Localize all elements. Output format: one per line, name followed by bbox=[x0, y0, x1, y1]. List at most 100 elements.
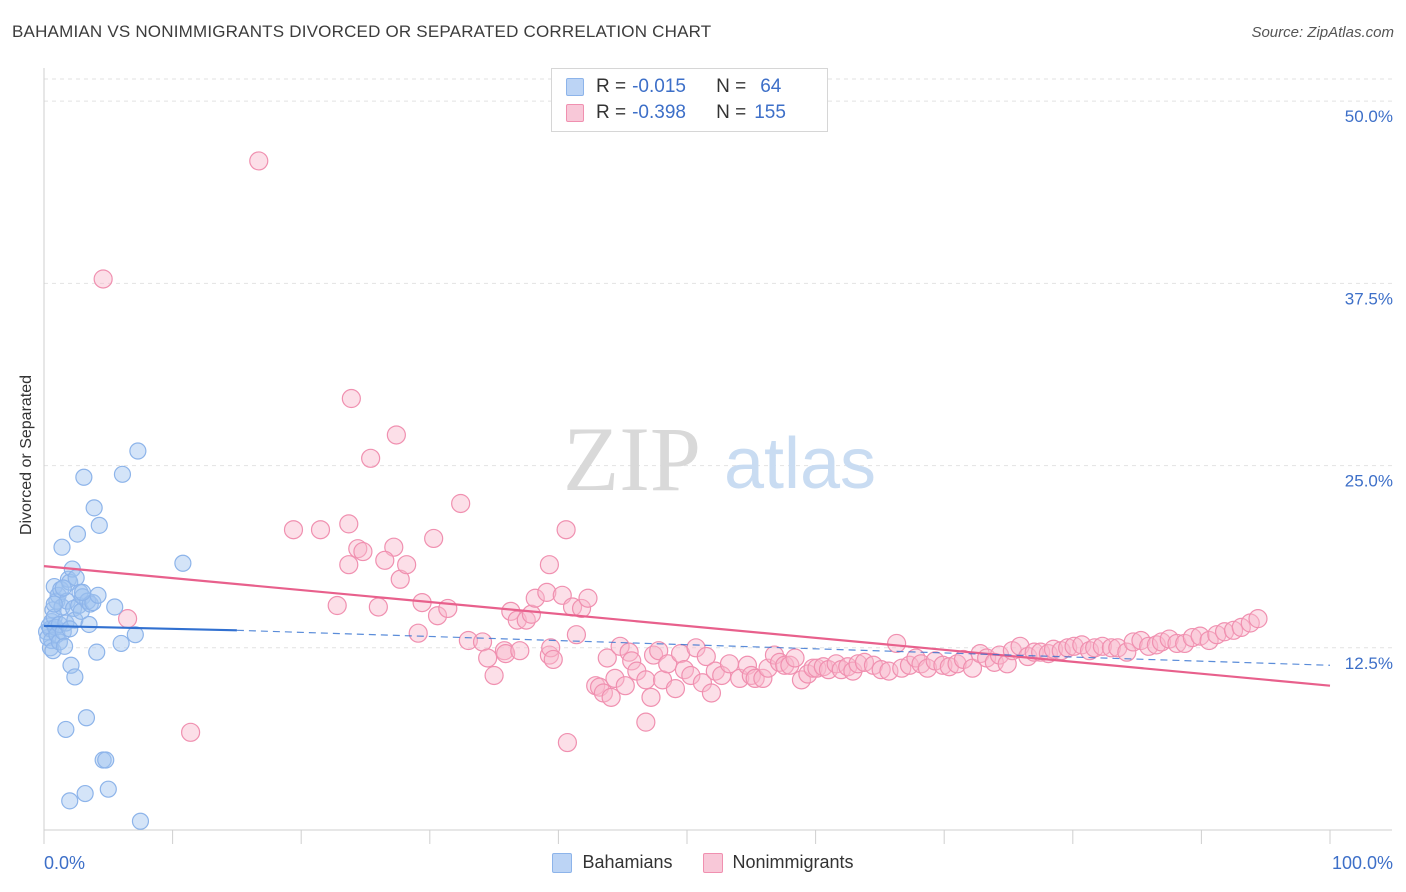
legend-n-label: N = bbox=[716, 102, 747, 123]
data-point-nonimmigrants bbox=[1223, 620, 1244, 640]
data-point-nonimmigrants bbox=[348, 539, 368, 559]
data-point-bahamians bbox=[54, 579, 72, 597]
data-point-nonimmigrants bbox=[181, 722, 201, 742]
data-point-nonimmigrants bbox=[1131, 630, 1151, 651]
legend-swatch-pink bbox=[702, 852, 723, 873]
series-legend: Bahamians Nonimmigrants bbox=[0, 852, 1406, 873]
legend-label-bahamians: Bahamians bbox=[582, 852, 673, 872]
data-point-nonimmigrants bbox=[368, 597, 388, 617]
data-point-nonimmigrants bbox=[496, 644, 516, 664]
data-point-bahamians bbox=[45, 595, 63, 613]
data-point-nonimmigrants bbox=[826, 654, 846, 674]
data-point-nonimmigrants bbox=[341, 388, 361, 409]
legend-r-value: -0.015 bbox=[632, 76, 686, 97]
legend-r-label: R = bbox=[596, 76, 627, 97]
legend-swatch-blue bbox=[552, 852, 573, 873]
y-tick-label: 37.5% bbox=[1345, 289, 1393, 308]
data-point-nonimmigrants bbox=[701, 683, 722, 703]
data-point-nonimmigrants bbox=[525, 588, 545, 608]
data-point-nonimmigrants bbox=[510, 641, 530, 661]
data-point-nonimmigrants bbox=[636, 670, 656, 690]
data-point-nonimmigrants bbox=[472, 632, 493, 652]
data-point-nonimmigrants bbox=[541, 638, 561, 658]
legend-item-nonimmigrants[interactable]: Nonimmigrants bbox=[702, 852, 854, 873]
data-point-nonimmigrants bbox=[1043, 639, 1064, 659]
data-point-nonimmigrants bbox=[556, 520, 576, 540]
data-point-bahamians bbox=[97, 751, 115, 769]
data-point-bahamians bbox=[68, 525, 87, 543]
data-point-nonimmigrants bbox=[1182, 627, 1202, 648]
legend-n-label: N = bbox=[716, 76, 747, 97]
data-point-nonimmigrants bbox=[1079, 641, 1100, 661]
data-point-bahamians bbox=[113, 465, 132, 483]
data-point-nonimmigrants bbox=[605, 668, 625, 689]
data-point-nonimmigrants bbox=[1151, 632, 1172, 652]
y-tick-label: 12.5% bbox=[1345, 654, 1393, 673]
data-point-nonimmigrants bbox=[424, 528, 444, 549]
data-point-nonimmigrants bbox=[1190, 626, 1210, 646]
data-point-nonimmigrants bbox=[917, 658, 938, 678]
data-point-nonimmigrants bbox=[601, 687, 621, 707]
data-point-nonimmigrants bbox=[484, 665, 504, 686]
trend-line-nonimmigrants bbox=[43, 565, 1331, 687]
chart-title: BAHAMIAN VS NONIMMIGRANTS DIVORCED OR SE… bbox=[12, 22, 712, 41]
data-point-bahamians bbox=[89, 586, 107, 604]
data-point-bahamians bbox=[90, 516, 108, 534]
data-point-bahamians bbox=[106, 598, 124, 616]
data-point-bahamians bbox=[126, 626, 144, 644]
legend-item-bahamians[interactable]: Bahamians bbox=[552, 852, 673, 873]
legend-label-nonimmigrants: Nonimmigrants bbox=[732, 852, 854, 872]
data-point-bahamians bbox=[129, 442, 147, 460]
data-point-nonimmigrants bbox=[397, 555, 417, 575]
data-point-nonimmigrants bbox=[1117, 642, 1137, 662]
data-point-nonimmigrants bbox=[933, 655, 953, 675]
data-point-nonimmigrants bbox=[451, 493, 471, 514]
data-point-nonimmigrants bbox=[1024, 642, 1044, 662]
watermark: ZIP atlas bbox=[563, 408, 876, 510]
legend-r-label: R = bbox=[596, 102, 627, 123]
data-point-nonimmigrants bbox=[571, 598, 592, 619]
data-point-nonimmigrants bbox=[775, 655, 795, 675]
data-point-bahamians bbox=[66, 668, 84, 686]
data-point-nonimmigrants bbox=[1064, 636, 1084, 656]
data-point-nonimmigrants bbox=[566, 625, 587, 645]
data-point-nonimmigrants bbox=[597, 648, 617, 668]
data-point-nonimmigrants bbox=[871, 660, 891, 680]
data-point-nonimmigrants bbox=[361, 448, 381, 468]
data-point-nonimmigrants bbox=[622, 651, 642, 671]
data-point-nonimmigrants bbox=[848, 654, 868, 674]
data-point-nonimmigrants bbox=[375, 550, 395, 570]
data-point-bahamians bbox=[75, 468, 93, 486]
data-point-bahamians bbox=[80, 615, 98, 634]
data-point-bahamians bbox=[57, 720, 75, 739]
data-point-nonimmigrants bbox=[543, 649, 563, 670]
data-point-nonimmigrants bbox=[887, 633, 907, 654]
data-point-bahamians bbox=[72, 602, 90, 620]
watermark-zip: ZIP bbox=[563, 408, 701, 510]
source-label: Source: ZipAtlas.com bbox=[1251, 24, 1394, 41]
data-point-nonimmigrants bbox=[458, 630, 478, 651]
legend-swatch-blue bbox=[566, 78, 584, 96]
data-point-nonimmigrants bbox=[93, 269, 113, 289]
data-point-bahamians bbox=[99, 780, 117, 798]
data-point-nonimmigrants bbox=[537, 582, 557, 602]
data-point-nonimmigrants bbox=[681, 665, 701, 686]
data-point-nonimmigrants bbox=[892, 658, 912, 678]
data-point-nonimmigrants bbox=[386, 425, 406, 445]
data-point-nonimmigrants bbox=[283, 520, 304, 540]
data-point-nonimmigrants bbox=[384, 537, 404, 557]
y-tick-label: 50.0% bbox=[1345, 107, 1393, 126]
data-point-nonimmigrants bbox=[1248, 609, 1268, 629]
correlation-legend: R = -0.015 N = 64 R = -0.398 N = 155 bbox=[551, 68, 828, 132]
data-point-nonimmigrants bbox=[785, 648, 805, 668]
legend-r-value: -0.398 bbox=[632, 102, 686, 123]
trend-lines bbox=[43, 565, 1331, 687]
data-point-bahamians bbox=[76, 784, 94, 803]
data-point-bahamians bbox=[61, 620, 79, 638]
data-point-nonimmigrants bbox=[665, 679, 686, 699]
data-point-nonimmigrants bbox=[615, 676, 635, 696]
data-point-bahamians bbox=[85, 499, 103, 517]
data-point-nonimmigrants bbox=[478, 648, 498, 668]
legend-n-value: 64 bbox=[760, 76, 782, 97]
